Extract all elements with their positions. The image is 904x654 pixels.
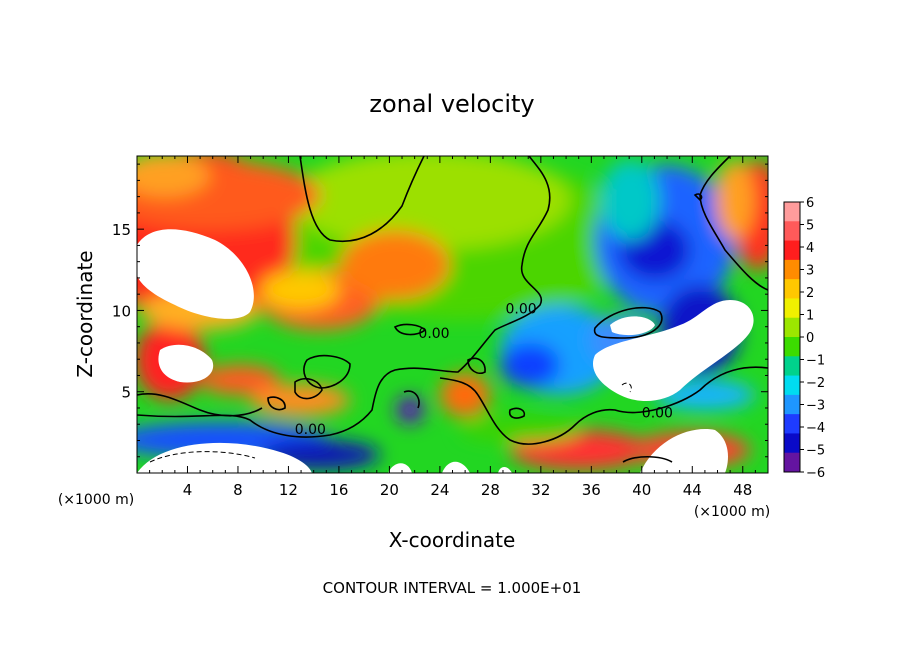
colorbar-swatch [784,240,800,261]
x-unit-right: (×1000 m) [694,504,770,520]
colorbar-swatch [784,375,800,396]
x-tick-label: 36 [582,481,601,499]
colorbar-tick-label: 2 [806,286,814,301]
colorbar-swatch [784,394,800,415]
colorbar-tick-label: −5 [806,444,825,459]
colorbar-swatch [784,433,800,454]
colorbar-swatch [784,259,800,280]
x-tick-label: 4 [183,481,193,499]
y-tick-label: 10 [112,302,131,320]
colorbar-tick-label: 5 [806,219,814,234]
colorbar-tick-label: 0 [806,331,814,346]
colorbar-tick-label: 4 [806,241,814,256]
colorbar-swatch [784,356,800,377]
plot-area: 0.00 0.00 0.00 0.00 [137,156,768,473]
x-axis-label: X-coordinate [389,528,516,552]
x-tick-label: 32 [531,481,550,499]
x-tick-label: 48 [733,481,752,499]
contour-label: 0.00 [418,326,449,342]
colorbar-swatch [784,317,800,338]
heatmap-field [137,156,768,470]
x-tick-label: 40 [632,481,651,499]
contour-label: 0.00 [295,422,326,438]
colorbar-tick-label: 1 [806,309,814,324]
colorbar-swatch [784,221,800,242]
x-unit-left: (×1000 m) [58,492,134,508]
x-tick-label: 12 [279,481,298,499]
saturated-regions [137,229,754,473]
colorbar-swatch [784,414,800,434]
y-tick-label: 5 [121,384,131,402]
contour-interval-note: CONTOUR INTERVAL = 1.000E+01 [323,579,582,597]
colorbar-swatch [784,202,800,222]
contour-label: 0.00 [506,302,537,318]
x-tick-label: 16 [329,481,348,499]
x-tick-label: 28 [481,481,500,499]
colorbar-tick-label: −3 [806,399,825,414]
negative-contours [149,382,632,463]
colorbar-tick-label: 6 [806,196,814,211]
colorbar-tick-label: −4 [806,421,825,436]
zero-contours [137,156,768,463]
y-axis: 5 10 15 [112,163,768,458]
colorbar-tick-label: −2 [806,376,825,391]
x-tick-label: 20 [380,481,399,499]
colorbar-swatch [784,452,800,473]
x-axis: 4 8 12 16 20 24 28 32 36 40 44 48 [149,156,756,499]
colorbar-tick-label: −6 [806,466,825,481]
colorbar-swatch [784,337,800,357]
colorbar-tick-label: −1 [806,354,825,369]
colorbar-swatch [784,298,800,319]
x-tick-label: 44 [683,481,702,499]
x-tick-label: 8 [233,481,243,499]
colorbar: 6 5 4 3 2 1 0 −1 −2 −3 −4 −5 −6 [783,196,825,481]
contour-label: 0.00 [642,406,673,422]
contour-labels: 0.00 0.00 0.00 0.00 [295,302,673,438]
colorbar-swatch [784,279,800,299]
y-tick-label: 15 [112,221,131,239]
y-axis-label: Z-coordinate [73,250,97,377]
x-tick-label: 24 [430,481,449,499]
chart-title: zonal velocity [369,90,534,118]
colorbar-tick-label: 3 [806,264,814,279]
